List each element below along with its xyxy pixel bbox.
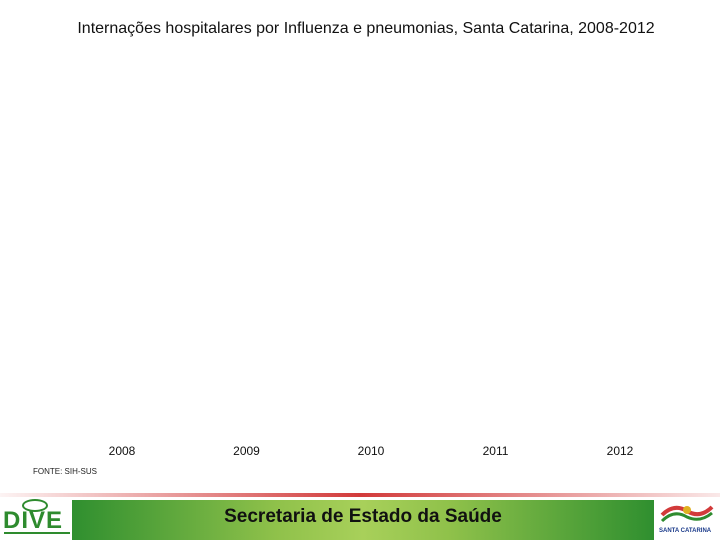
x-tick-label: 2008 xyxy=(109,444,136,458)
x-tick-label: 2009 xyxy=(233,444,260,458)
chart-plot-area: 2008 2009 2010 2011 2012 xyxy=(109,444,634,458)
x-tick-label: 2010 xyxy=(358,444,385,458)
santa-catarina-logo-text: SANTA CATARINA xyxy=(659,528,712,534)
dive-logo: DIVE xyxy=(0,497,72,540)
x-tick-label: 2011 xyxy=(483,444,509,458)
footer-title: Secretaria de Estado da Saúde xyxy=(224,506,502,527)
source-note: FONTE: SIH-SUS xyxy=(33,467,98,476)
footer-divider xyxy=(0,493,720,497)
dive-logo-underline xyxy=(4,532,70,534)
eye-icon xyxy=(22,499,48,512)
santa-catarina-logo: SANTA CATARINA xyxy=(654,497,720,540)
dive-logo-text: DIVE xyxy=(3,507,64,534)
footer-banner xyxy=(72,500,654,540)
x-tick-label: 2012 xyxy=(607,444,634,458)
chart-title: Internações hospitalares por Influenza e… xyxy=(77,20,655,37)
state-emblem-icon xyxy=(660,505,714,523)
